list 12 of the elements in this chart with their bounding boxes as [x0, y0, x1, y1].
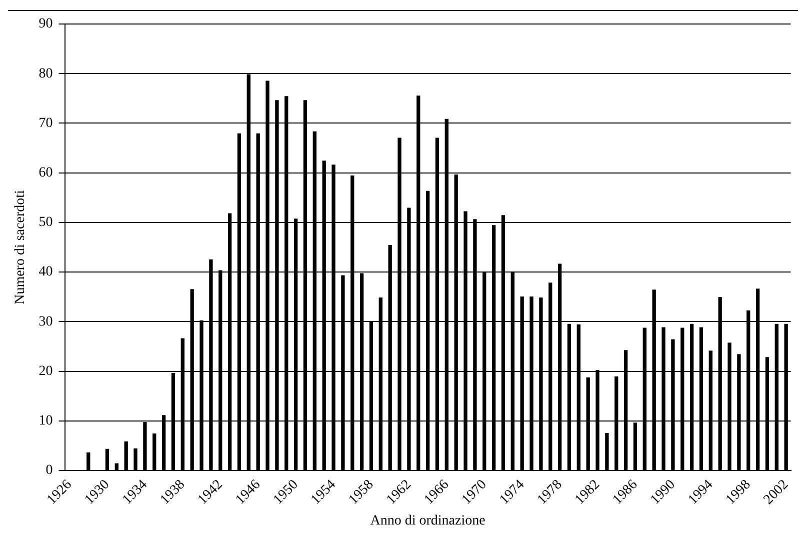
y-tick-label: 50 — [38, 215, 53, 230]
y-tick-label: 10 — [38, 414, 53, 429]
y-tick-label: 30 — [38, 314, 53, 330]
y-tick-label: 80 — [38, 66, 53, 82]
y-tick-label: 20 — [38, 364, 53, 379]
y-tick-label: 60 — [38, 166, 53, 181]
y-tick-label: 40 — [38, 264, 53, 280]
x-axis-title: Anno di ordinazione — [370, 513, 486, 528]
y-tick-label: 0 — [46, 463, 53, 478]
y-tick-label: 70 — [38, 116, 53, 131]
y-axis-title: Numero di sacerdoti — [13, 190, 28, 304]
y-tick-label: 90 — [38, 16, 53, 32]
